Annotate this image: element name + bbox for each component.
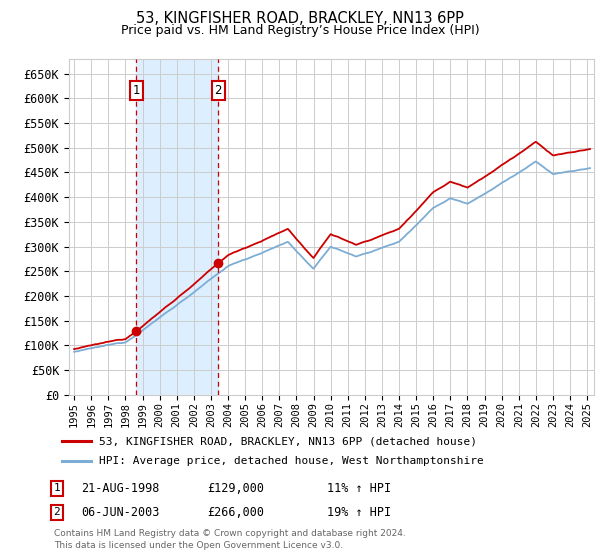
- Text: HPI: Average price, detached house, West Northamptonshire: HPI: Average price, detached house, West…: [99, 456, 484, 466]
- Text: £266,000: £266,000: [207, 506, 264, 519]
- Text: This data is licensed under the Open Government Licence v3.0.: This data is licensed under the Open Gov…: [54, 541, 343, 550]
- Text: 1: 1: [53, 483, 61, 493]
- Text: 1: 1: [133, 85, 140, 97]
- Text: 06-JUN-2003: 06-JUN-2003: [81, 506, 160, 519]
- Text: 2: 2: [53, 507, 61, 517]
- Text: 2: 2: [215, 85, 222, 97]
- Text: 11% ↑ HPI: 11% ↑ HPI: [327, 482, 391, 495]
- Text: Contains HM Land Registry data © Crown copyright and database right 2024.: Contains HM Land Registry data © Crown c…: [54, 529, 406, 538]
- Text: 19% ↑ HPI: 19% ↑ HPI: [327, 506, 391, 519]
- Text: 21-AUG-1998: 21-AUG-1998: [81, 482, 160, 495]
- Text: Price paid vs. HM Land Registry’s House Price Index (HPI): Price paid vs. HM Land Registry’s House …: [121, 24, 479, 36]
- Text: £129,000: £129,000: [207, 482, 264, 495]
- Bar: [136, 59, 218, 395]
- Text: 53, KINGFISHER ROAD, BRACKLEY, NN13 6PP: 53, KINGFISHER ROAD, BRACKLEY, NN13 6PP: [136, 11, 464, 26]
- Text: 53, KINGFISHER ROAD, BRACKLEY, NN13 6PP (detached house): 53, KINGFISHER ROAD, BRACKLEY, NN13 6PP …: [99, 436, 477, 446]
